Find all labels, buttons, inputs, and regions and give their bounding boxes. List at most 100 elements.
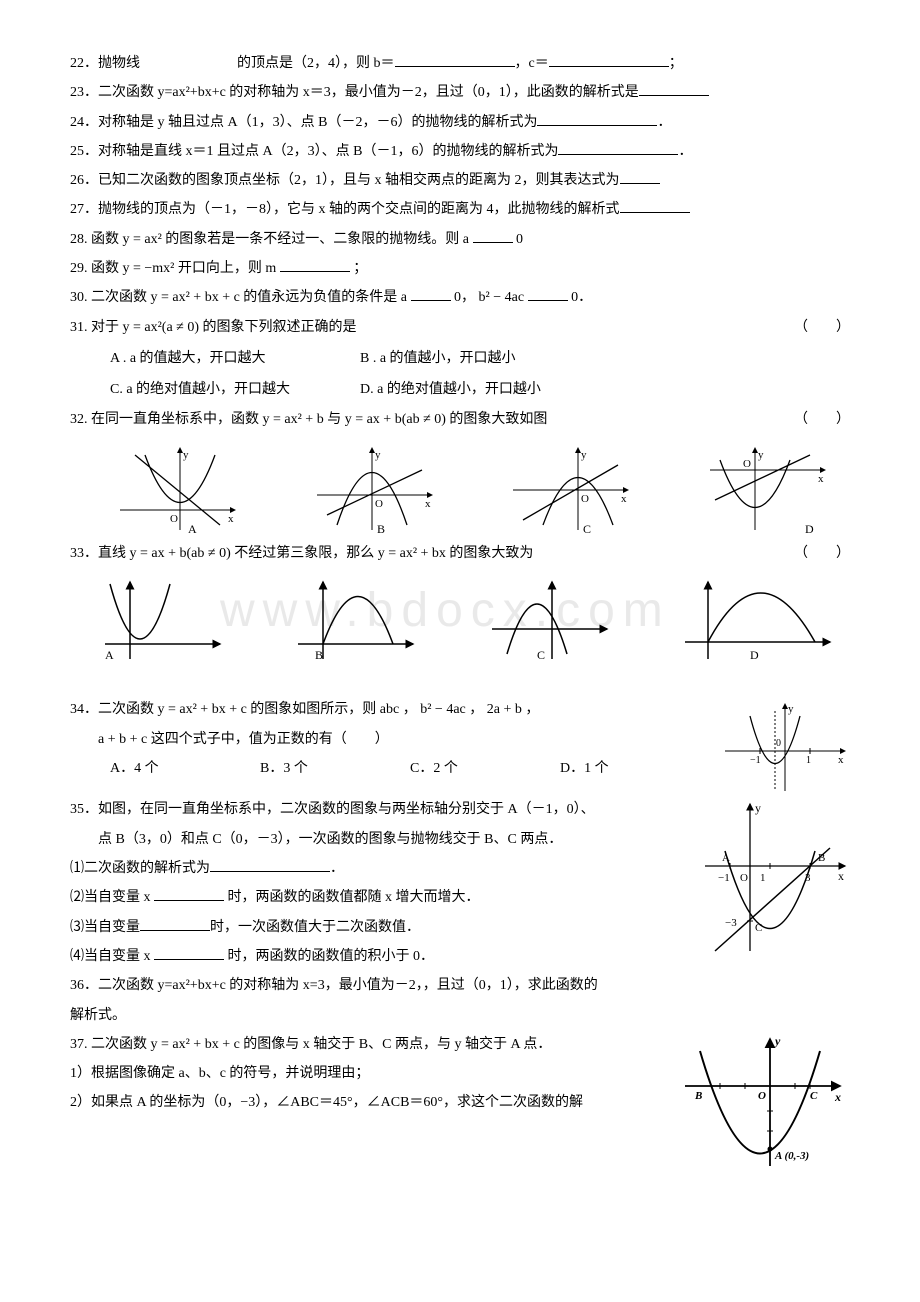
options-31: A . a 的值越大，开口越大 B . a 的值越小，开口越小 C. a 的绝对… [70,343,850,406]
svg-text:y: y [581,449,587,461]
text: ⑶当自变量 [70,920,140,935]
svg-text:x: x [425,498,431,510]
question-23: 23．二次函数 y=ax²+bx+c 的对称轴为 x＝3，最小值为－2，且过（0… [70,79,850,106]
graph-33c: C [487,574,627,664]
svg-text:y: y [788,703,794,715]
text: 34．二次函数 y = ax² + bx + c 的图象如图所示，则 abc ，… [70,702,539,717]
blank [140,916,210,931]
blank [620,169,660,184]
svg-text:O: O [581,493,589,505]
svg-text:B: B [315,648,323,662]
option-d: D. a 的绝对值越小，开口越小 [360,374,610,405]
question-33: 33．直线 y = ax + b(ab ≠ 0) 不经过第三象限，那么 y = … [70,540,850,567]
question-29: 29. 函数 y = −mx² 开口向上，则 m ； [70,255,850,282]
svg-text:A: A [105,648,114,662]
svg-text:−3: −3 [725,917,737,929]
text: 时，两函数的函数值都随 x 增大而增大． [224,890,480,905]
blank [154,886,224,901]
blank [395,52,515,67]
graph-32d: yx O D [690,440,840,535]
answer-blank: （ ） [794,314,850,341]
svg-text:D: D [750,648,759,662]
svg-text:C: C [810,1090,818,1102]
answer-blank: （ ） [794,540,850,567]
text: 29. 函数 y = −mx² 开口向上，则 m [70,261,280,276]
text: 24．对称轴是 y 轴且过点 A（1，3）、点 B（－2，－6）的抛物线的解析式… [70,115,537,130]
text: 2）如果点 A 的坐标为（0，−3），∠ABC＝45°，∠ACB＝60°，求这个… [70,1095,583,1110]
text: ，c＝ [515,56,549,71]
svg-text:y: y [758,449,764,461]
text: 31. 对于 y = ax²(a ≠ 0) 的图象下列叙述正确的是 [70,320,357,335]
blank [528,286,568,301]
blank [549,52,669,67]
text: ． [657,115,671,130]
graph-35: y x A B −1 O 1 3 −3 C [700,796,850,956]
text: ； [669,56,683,71]
question-25: 25．对称轴是直线 x＝1 且过点 A（2，3）、点 B（－1，6）的抛物线的解… [70,138,850,165]
svg-text:x: x [838,869,844,883]
question-36-line2: 解析式。 [70,1002,850,1029]
text: ． [678,144,692,159]
text: 28. 函数 y = ax² 的图象若是一条不经过一、二象限的抛物线。则 a [70,232,473,247]
svg-text:D: D [805,522,814,535]
text: ⑷当自变量 x [70,949,154,964]
svg-text:x: x [834,1090,841,1104]
svg-text:B: B [377,522,385,535]
option-a: A．4 个 [110,755,260,782]
text: 25．对称轴是直线 x＝1 且过点 A（2，3）、点 B（－1，6）的抛物线的解… [70,144,558,159]
svg-text:O: O [740,872,748,884]
option-b: B . a 的值越小，开口越小 [360,343,610,374]
svg-text:A (0,-3): A (0,-3) [774,1150,809,1162]
text: 点 B（3，0）和点 C（0，－3），一次函数的图象与抛物线交于 B、C 两点． [98,832,562,847]
text: 时，两函数的函数值的积小于 0． [224,949,434,964]
question-24: 24．对称轴是 y 轴且过点 A（1，3）、点 B（－2，－6）的抛物线的解析式… [70,109,850,136]
svg-text:O: O [758,1090,766,1102]
svg-text:y: y [183,449,189,461]
blank [154,945,224,960]
text: ⑴二次函数的解析式为 [70,861,210,876]
blank [639,81,709,96]
svg-text:O: O [743,458,751,470]
text: 1）根据图像确定 a、b、c 的符号，并说明理由； [70,1066,369,1081]
text: 0， b² − 4ac [451,290,528,305]
text: 33．直线 y = ax + b(ab ≠ 0) 不经过第三象限，那么 y = … [70,546,533,561]
svg-text:0: 0 [776,738,781,749]
question-27: 27．抛物线的顶点为（－1，－8），它与 x 轴的两个交点间的距离为 4，此抛物… [70,196,850,223]
text: 23．二次函数 y=ax²+bx+c 的对称轴为 x＝3，最小值为－2，且过（0… [70,85,639,100]
svg-text:O: O [375,498,383,510]
text: 的顶点是（2，4），则 b＝ [237,56,395,71]
svg-text:O: O [170,513,178,525]
question-26: 26．已知二次函数的图象顶点坐标（2，1），且与 x 轴相交两点的距离为 2，则… [70,167,850,194]
blank [473,228,513,243]
option-b: B．3 个 [260,755,410,782]
question-30: 30. 二次函数 y = ax² + bx + c 的值永远为负值的条件是 a … [70,284,850,311]
text: 时，一次函数值大于二次函数值． [210,920,420,935]
text: 32. 在同一直角坐标系中，函数 y = ax² + b 与 y = ax + … [70,412,547,427]
option-c: C．2 个 [410,755,560,782]
blank [411,286,451,301]
text: 22．抛物线 [70,56,140,71]
answer-blank: （ ） [794,406,850,433]
text: ⑵当自变量 x [70,890,154,905]
question-28: 28. 函数 y = ax² 的图象若是一条不经过一、二象限的抛物线。则 a 0 [70,226,850,253]
options-34: A．4 个 B．3 个 C．2 个 D．1 个 [70,755,710,782]
text: ； [350,261,368,276]
option-d: D．1 个 [560,755,710,782]
text: 0． [568,290,593,305]
graph-37: y x B O C A (0,-3) [680,1031,850,1171]
blank [558,140,678,155]
svg-text:−1: −1 [750,755,761,766]
question-32: 32. 在同一直角坐标系中，函数 y = ax² + b 与 y = ax + … [70,406,850,433]
svg-text:C: C [537,648,545,662]
option-a: A . a 的值越大，开口越大 [110,343,360,374]
text: 30. 二次函数 y = ax² + bx + c 的值永远为负值的条件是 a [70,290,411,305]
text: 35．如图，在同一直角坐标系中，二次函数的图象与两坐标轴分别交于 A（－1，0）… [70,802,595,817]
option-c: C. a 的绝对值越小，开口越大 [110,374,360,405]
blank [537,111,657,126]
svg-text:A: A [188,522,197,535]
text: 26．已知二次函数的图象顶点坐标（2，1），且与 x 轴相交两点的距离为 2，则… [70,173,620,188]
svg-text:C: C [583,522,591,535]
svg-text:y: y [375,449,381,461]
graph-32b: y x O B [297,440,447,535]
blank [280,257,350,272]
